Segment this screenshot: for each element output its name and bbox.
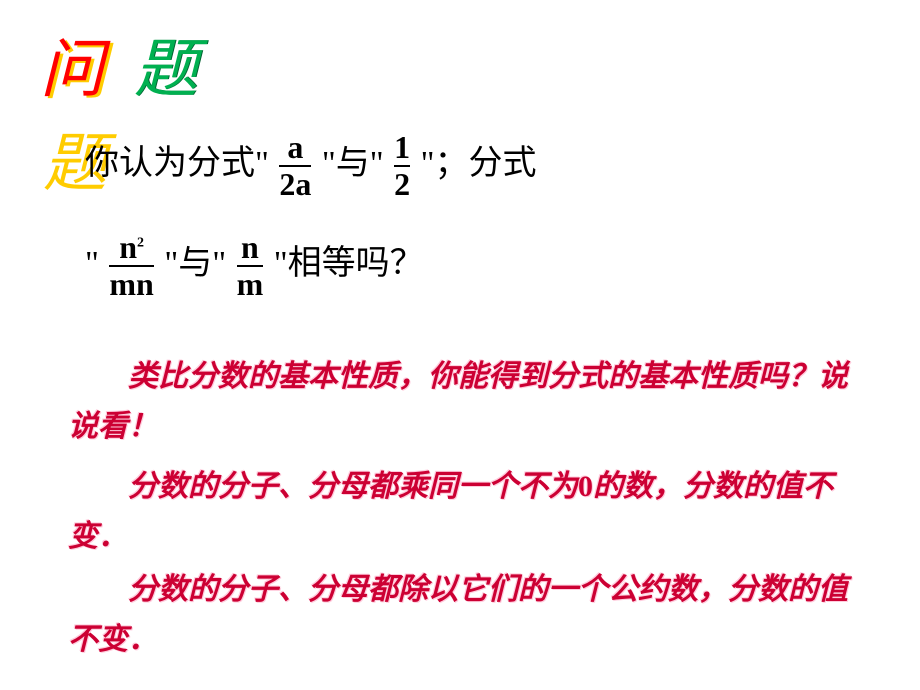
fraction-n2-over-mn: n2 mn <box>107 230 155 302</box>
text-segment: "；分式 <box>421 145 537 182</box>
paragraph-analogy: 类比分数的基本性质，你能得到分式的基本性质吗？说说看！ <box>68 352 868 451</box>
question-line-2: " n2 mn "与" n m "相等吗？ <box>85 230 885 302</box>
text-segment: "与" <box>164 245 226 282</box>
paragraph-divide-rule: 分数的分子、分母都除以它们的一个公约数，分数的值不变． <box>68 565 868 664</box>
title-char-2: 题 <box>134 34 228 105</box>
text-segment: "相等吗？ <box>274 245 424 282</box>
paragraph-multiply-rule: 分数的分子、分母都乘同一个不为0的数，分数的值不变． <box>68 462 868 561</box>
slide-title: 问题 问题 <box>40 18 228 110</box>
text-segment: 你认为分式" <box>85 145 269 182</box>
fraction-n-over-m: n m <box>235 230 266 302</box>
fraction-1-over-2: 1 2 <box>392 130 412 202</box>
question-line-1: 你认为分式" a 2a "与" 1 2 "；分式 <box>85 130 885 202</box>
text-segment: "与" <box>322 145 384 182</box>
text-segment: " <box>85 245 99 282</box>
title-char-1: 问 <box>40 34 134 105</box>
fraction-a-over-2a: a 2a <box>277 130 313 202</box>
